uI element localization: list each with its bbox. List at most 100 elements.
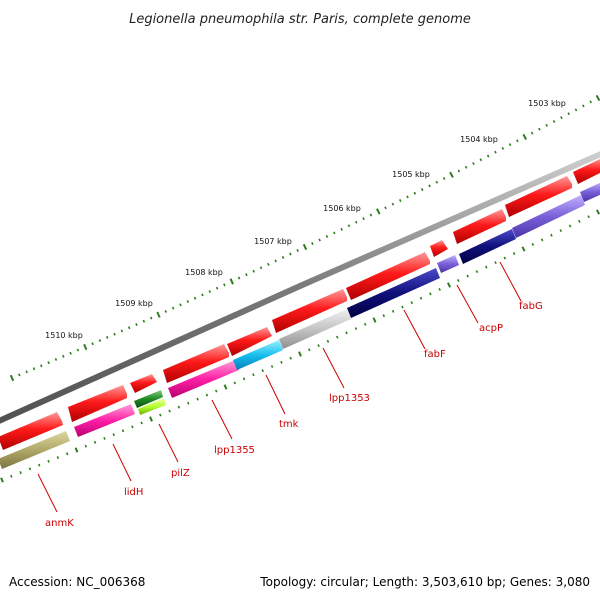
minor-tick	[127, 326, 131, 330]
minor-tick	[168, 409, 171, 413]
gene-label-lpp1353[interactable]: lpp1353	[329, 393, 370, 404]
minor-tick	[113, 332, 116, 336]
minor-tick	[105, 335, 109, 339]
minor-tick	[317, 344, 320, 348]
gene-feature[interactable]	[346, 252, 430, 300]
gene-feature[interactable]	[163, 344, 229, 383]
minor-tick	[274, 259, 277, 263]
minor-tick	[530, 131, 534, 135]
minor-tick	[69, 351, 72, 355]
minor-tick	[406, 195, 409, 199]
minor-tick	[242, 377, 246, 381]
major-tick	[595, 94, 600, 102]
major-tick	[229, 278, 234, 285]
gene-feature-lpp1353[interactable]	[279, 309, 351, 349]
gene-feature-lpp1355[interactable]	[168, 360, 239, 398]
minor-tick	[28, 467, 32, 471]
gene-feature[interactable]	[573, 158, 600, 184]
gene-feature[interactable]	[272, 289, 347, 333]
minor-tick	[538, 127, 541, 131]
minor-tick	[164, 309, 168, 313]
minor-tick	[76, 348, 80, 352]
major-tick	[9, 374, 15, 382]
major-tick	[83, 343, 88, 351]
minor-tick	[98, 339, 102, 343]
major-tick	[0, 477, 4, 483]
minor-tick	[567, 112, 571, 116]
gene-feature[interactable]	[430, 240, 448, 257]
minor-tick	[56, 456, 60, 460]
leader-line	[499, 261, 522, 302]
minor-tick	[280, 360, 283, 364]
minor-tick	[410, 301, 414, 305]
minor-tick	[391, 309, 395, 313]
gene-feature-anmK[interactable]	[0, 431, 70, 469]
minor-tick	[420, 188, 424, 192]
minor-tick	[398, 199, 402, 203]
minor-tick	[472, 162, 475, 165]
minor-tick	[391, 202, 395, 206]
gene-feature-acpP[interactable]	[437, 255, 459, 273]
minor-tick	[559, 229, 563, 233]
minor-tick	[18, 373, 21, 377]
minor-tick	[382, 314, 386, 318]
major-tick	[298, 351, 302, 357]
minor-tick	[401, 305, 404, 309]
minor-tick	[552, 120, 556, 123]
gene-feature-fabF[interactable]	[347, 268, 440, 318]
minor-tick	[91, 342, 94, 346]
minor-tick	[270, 365, 274, 368]
gene-feature[interactable]	[459, 229, 516, 264]
gene-feature-pilZ[interactable]	[138, 398, 166, 415]
minor-tick	[531, 242, 535, 246]
gene-label-acpP[interactable]: acpP	[479, 323, 503, 334]
tick-label-1510: 1510 kbp	[45, 331, 83, 340]
forward-strand-features	[0, 158, 600, 450]
major-tick	[372, 317, 377, 323]
minor-tick	[363, 322, 367, 326]
gene-label-fabG[interactable]: fabG	[519, 301, 543, 312]
tick-label-1505: 1505 kbp	[392, 170, 430, 179]
gene-feature[interactable]	[505, 176, 572, 217]
gene-label-fabF[interactable]: fabF	[424, 349, 446, 360]
gene-feature[interactable]	[130, 374, 157, 393]
gene-feature[interactable]	[580, 182, 600, 202]
tick-label-1507: 1507 kbp	[254, 237, 292, 246]
leader-line	[322, 347, 345, 389]
minor-tick	[177, 405, 181, 409]
gene-feature[interactable]	[134, 390, 163, 408]
reverse-strand-features	[0, 182, 600, 469]
minor-tick	[429, 292, 432, 296]
minor-tick	[214, 389, 218, 393]
gene-feature-lidH[interactable]	[74, 404, 135, 437]
gene-label-lidH[interactable]: lidH	[124, 487, 143, 498]
major-tick	[74, 447, 79, 453]
minor-tick	[457, 279, 460, 283]
minor-tick	[159, 413, 162, 417]
gene-feature[interactable]	[227, 327, 272, 356]
gene-feature-tmk[interactable]	[233, 340, 283, 370]
minor-tick	[245, 273, 248, 277]
gene-label-anmK[interactable]: anmK	[45, 518, 74, 529]
minor-tick	[233, 381, 237, 385]
minor-tick	[419, 296, 423, 300]
gene-label-tmk[interactable]: tmk	[279, 419, 299, 430]
minor-tick	[120, 329, 124, 333]
gene-feature[interactable]	[68, 385, 127, 422]
gene-feature-fabG[interactable]	[512, 195, 585, 238]
minor-tick	[40, 364, 43, 368]
gene-label-pilZ[interactable]: pilZ	[171, 468, 190, 479]
gene-feature[interactable]	[0, 412, 63, 450]
gene-label-lpp1355[interactable]: lpp1355	[214, 445, 255, 456]
minor-tick	[333, 231, 336, 235]
minor-tick	[568, 224, 572, 228]
minor-tick	[112, 433, 115, 437]
leader-line	[265, 374, 286, 415]
gene-feature[interactable]	[453, 209, 506, 244]
major-tick	[302, 243, 308, 251]
minor-tick	[10, 474, 13, 478]
tick-label-1509: 1509 kbp	[115, 299, 153, 308]
minor-tick	[19, 471, 22, 475]
minor-tick	[347, 224, 351, 228]
